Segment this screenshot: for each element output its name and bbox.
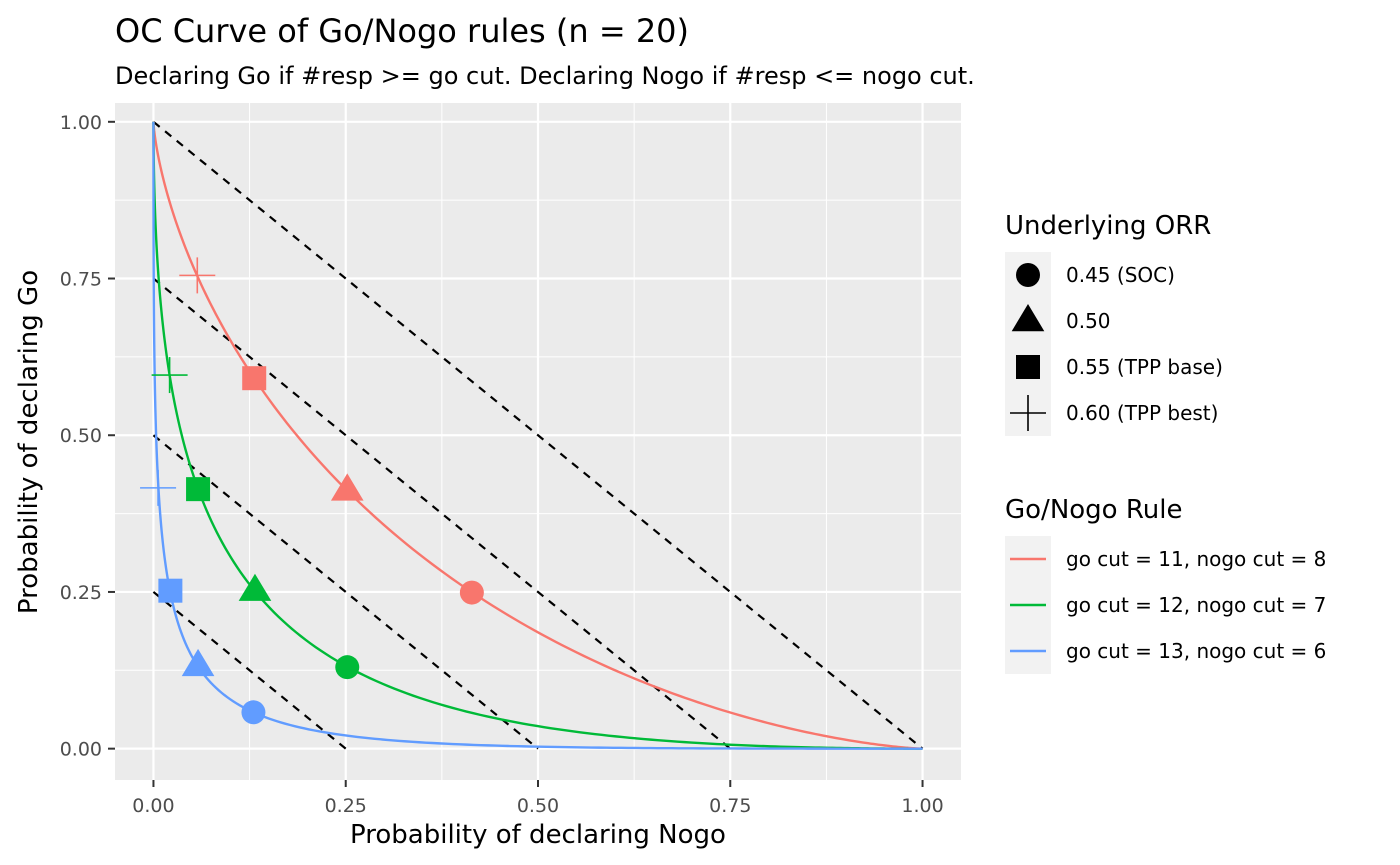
y-tick-label: 0.50 [60, 425, 102, 447]
reference-line [152, 120, 924, 750]
series-line [152, 121, 923, 750]
shape-legend-label: 0.55 (TPP base) [1066, 355, 1223, 379]
shape-legend: Underlying ORR 0.45 (SOC) 0.50 0.55 (TPP b… [1005, 211, 1223, 436]
data-point [241, 700, 266, 725]
shape-legend-key [1016, 263, 1040, 287]
y-tick-label: 0.25 [60, 582, 102, 604]
x-tick-label: 0.00 [132, 795, 174, 817]
reference-line [152, 277, 731, 750]
y-axis-title: Probability of declaring Go [14, 270, 44, 614]
oc-points [140, 257, 484, 725]
shape-legend-label: 0.45 (SOC) [1066, 263, 1175, 287]
shape-legend-key [1010, 395, 1046, 431]
color-legend-title: Go/Nogo Rule [1005, 495, 1182, 525]
data-point [181, 648, 215, 677]
y-axis: 0.00 0.25 0.50 0.75 1.00 [60, 112, 115, 761]
x-axis-title: Probability of declaring Nogo [350, 820, 726, 850]
x-axis: 0.00 0.25 0.50 0.75 1.00 [132, 780, 944, 817]
data-point [179, 257, 216, 294]
color-legend-label: go cut = 12, nogo cut = 7 [1066, 593, 1326, 617]
data-point [186, 477, 211, 502]
y-tick-label: 1.00 [60, 112, 102, 134]
color-legend-label: go cut = 11, nogo cut = 8 [1066, 547, 1326, 571]
data-point [238, 573, 272, 601]
reference-line [152, 434, 539, 750]
shape-legend-title: Underlying ORR [1005, 211, 1211, 241]
x-tick-label: 0.25 [325, 795, 367, 817]
color-legend-label: go cut = 13, nogo cut = 6 [1066, 639, 1326, 663]
data-point [459, 580, 484, 605]
shape-legend-label: 0.60 (TPP best) [1066, 401, 1218, 425]
data-point [151, 357, 188, 394]
data-point [242, 366, 267, 391]
data-point [140, 469, 177, 506]
shape-legend-key [1016, 355, 1040, 379]
shape-legend-key [1011, 304, 1045, 332]
chart-subtitle: Declaring Go if #resp >= go cut. Declari… [115, 62, 975, 90]
reference-line [152, 591, 347, 750]
color-legend: Go/Nogo Rule go cut = 11, nogo cut = 8 go… [1005, 495, 1326, 674]
x-tick-label: 0.75 [709, 795, 751, 817]
x-tick-label: 0.50 [517, 795, 559, 817]
oc-curves [152, 120, 923, 750]
data-point [158, 578, 183, 603]
shape-legend-label: 0.50 [1066, 309, 1111, 333]
x-tick-label: 1.00 [901, 795, 943, 817]
y-tick-label: 0.75 [60, 269, 102, 291]
data-point [335, 655, 360, 680]
data-point [330, 473, 364, 501]
y-tick-label: 0.00 [60, 739, 102, 761]
chart-title: OC Curve of Go/Nogo rules (n = 20) [115, 12, 689, 50]
reference-diagonal-lines [152, 120, 924, 750]
plot-panel [115, 103, 961, 780]
